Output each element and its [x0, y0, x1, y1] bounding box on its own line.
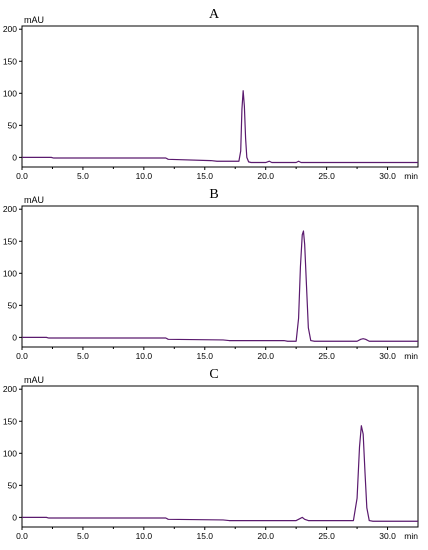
x-tick-label: 30.0 — [379, 351, 396, 361]
x-tick-label: 5.0 — [77, 531, 89, 541]
y-tick-label: 0 — [12, 512, 17, 522]
y-tick-label: 50 — [8, 120, 18, 130]
y-tick-label: 150 — [3, 416, 17, 426]
x-tick-label: 10.0 — [136, 171, 153, 181]
plot-frame — [21, 25, 419, 168]
x-tick-label: 10.0 — [136, 531, 153, 541]
x-tick-label: 15.0 — [196, 171, 213, 181]
x-axis-unit-label: min — [404, 171, 418, 181]
x-tick-label: 25.0 — [318, 531, 335, 541]
x-tick-label: 5.0 — [77, 351, 89, 361]
x-tick-label: 15.0 — [196, 351, 213, 361]
x-tick-label: 25.0 — [318, 171, 335, 181]
plot-frame — [21, 205, 419, 348]
panel-label: C — [209, 367, 218, 382]
y-tick-label: 0 — [12, 332, 17, 342]
x-tick-label: 0.0 — [16, 351, 28, 361]
x-tick-label: 30.0 — [379, 531, 396, 541]
panel-label: B — [209, 187, 218, 202]
y-tick-label: 100 — [3, 448, 17, 458]
y-tick-label: 200 — [3, 384, 17, 394]
chromatogram-trace — [22, 230, 418, 342]
y-tick-label: 0 — [12, 152, 17, 162]
y-tick-label: 200 — [3, 24, 17, 34]
y-axis-unit-label: mAU — [24, 195, 44, 205]
y-axis-unit-label: mAU — [24, 375, 44, 385]
y-axis-unit-label: mAU — [24, 15, 44, 25]
x-tick-label: 0.0 — [16, 171, 28, 181]
x-tick-label: 20.0 — [257, 351, 274, 361]
x-tick-label: 25.0 — [318, 351, 335, 361]
x-axis-unit-label: min — [404, 531, 418, 541]
x-tick-label: 10.0 — [136, 351, 153, 361]
x-tick-label: 30.0 — [379, 171, 396, 181]
x-tick-label: 5.0 — [77, 171, 89, 181]
y-tick-label: 100 — [3, 268, 17, 278]
y-tick-label: 50 — [8, 480, 18, 490]
x-tick-label: 0.0 — [16, 531, 28, 541]
y-tick-label: 100 — [3, 88, 17, 98]
x-tick-label: 15.0 — [196, 531, 213, 541]
y-tick-label: 150 — [3, 56, 17, 66]
chromatogram-trace — [22, 425, 418, 522]
y-tick-label: 50 — [8, 300, 18, 310]
x-axis-unit-label: min — [404, 351, 418, 361]
panel-label: A — [209, 7, 220, 22]
x-tick-label: 20.0 — [257, 531, 274, 541]
chromatogram-trace — [22, 90, 418, 164]
y-tick-label: 200 — [3, 204, 17, 214]
x-tick-label: 20.0 — [257, 171, 274, 181]
plot-frame — [21, 385, 419, 528]
y-tick-label: 150 — [3, 236, 17, 246]
